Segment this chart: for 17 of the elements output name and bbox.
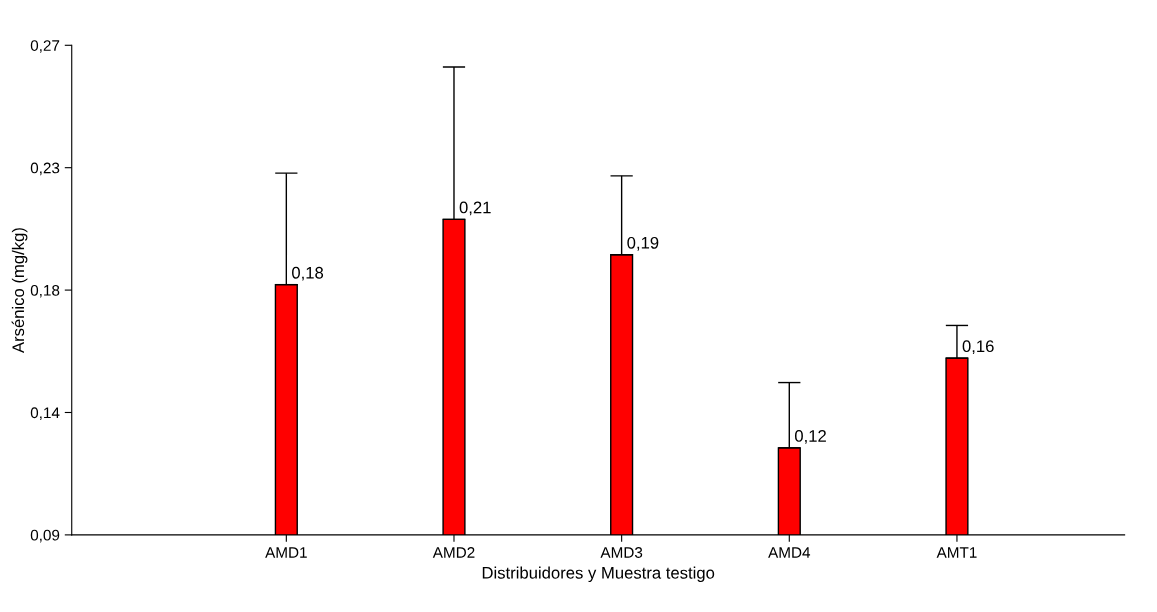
data-label: 0,19 xyxy=(627,236,659,251)
data-label: 0,21 xyxy=(459,201,491,216)
y-tick-label: 0,18 xyxy=(30,284,60,298)
x-tick-label: AMD4 xyxy=(768,547,811,558)
data-label: 0,16 xyxy=(962,340,994,355)
x-tick-label: AMD2 xyxy=(432,547,475,558)
y-tick-label: 0,14 xyxy=(30,407,60,420)
y-tick-label: 0,27 xyxy=(30,40,60,53)
x-tick-label: AMT1 xyxy=(936,547,977,558)
y-axis-title: Arsénico (mg/kg) xyxy=(11,228,28,354)
x-axis-title: Distribuidores y Muestra testigo xyxy=(482,566,715,583)
y-tick-label: 0,09 xyxy=(30,529,60,543)
y-tick-label: 0,23 xyxy=(30,162,60,176)
data-label: 0,18 xyxy=(292,266,324,281)
x-tick-label: AMD3 xyxy=(600,547,643,558)
x-tick-label: AMD1 xyxy=(265,547,307,558)
data-label: 0,12 xyxy=(794,430,826,444)
